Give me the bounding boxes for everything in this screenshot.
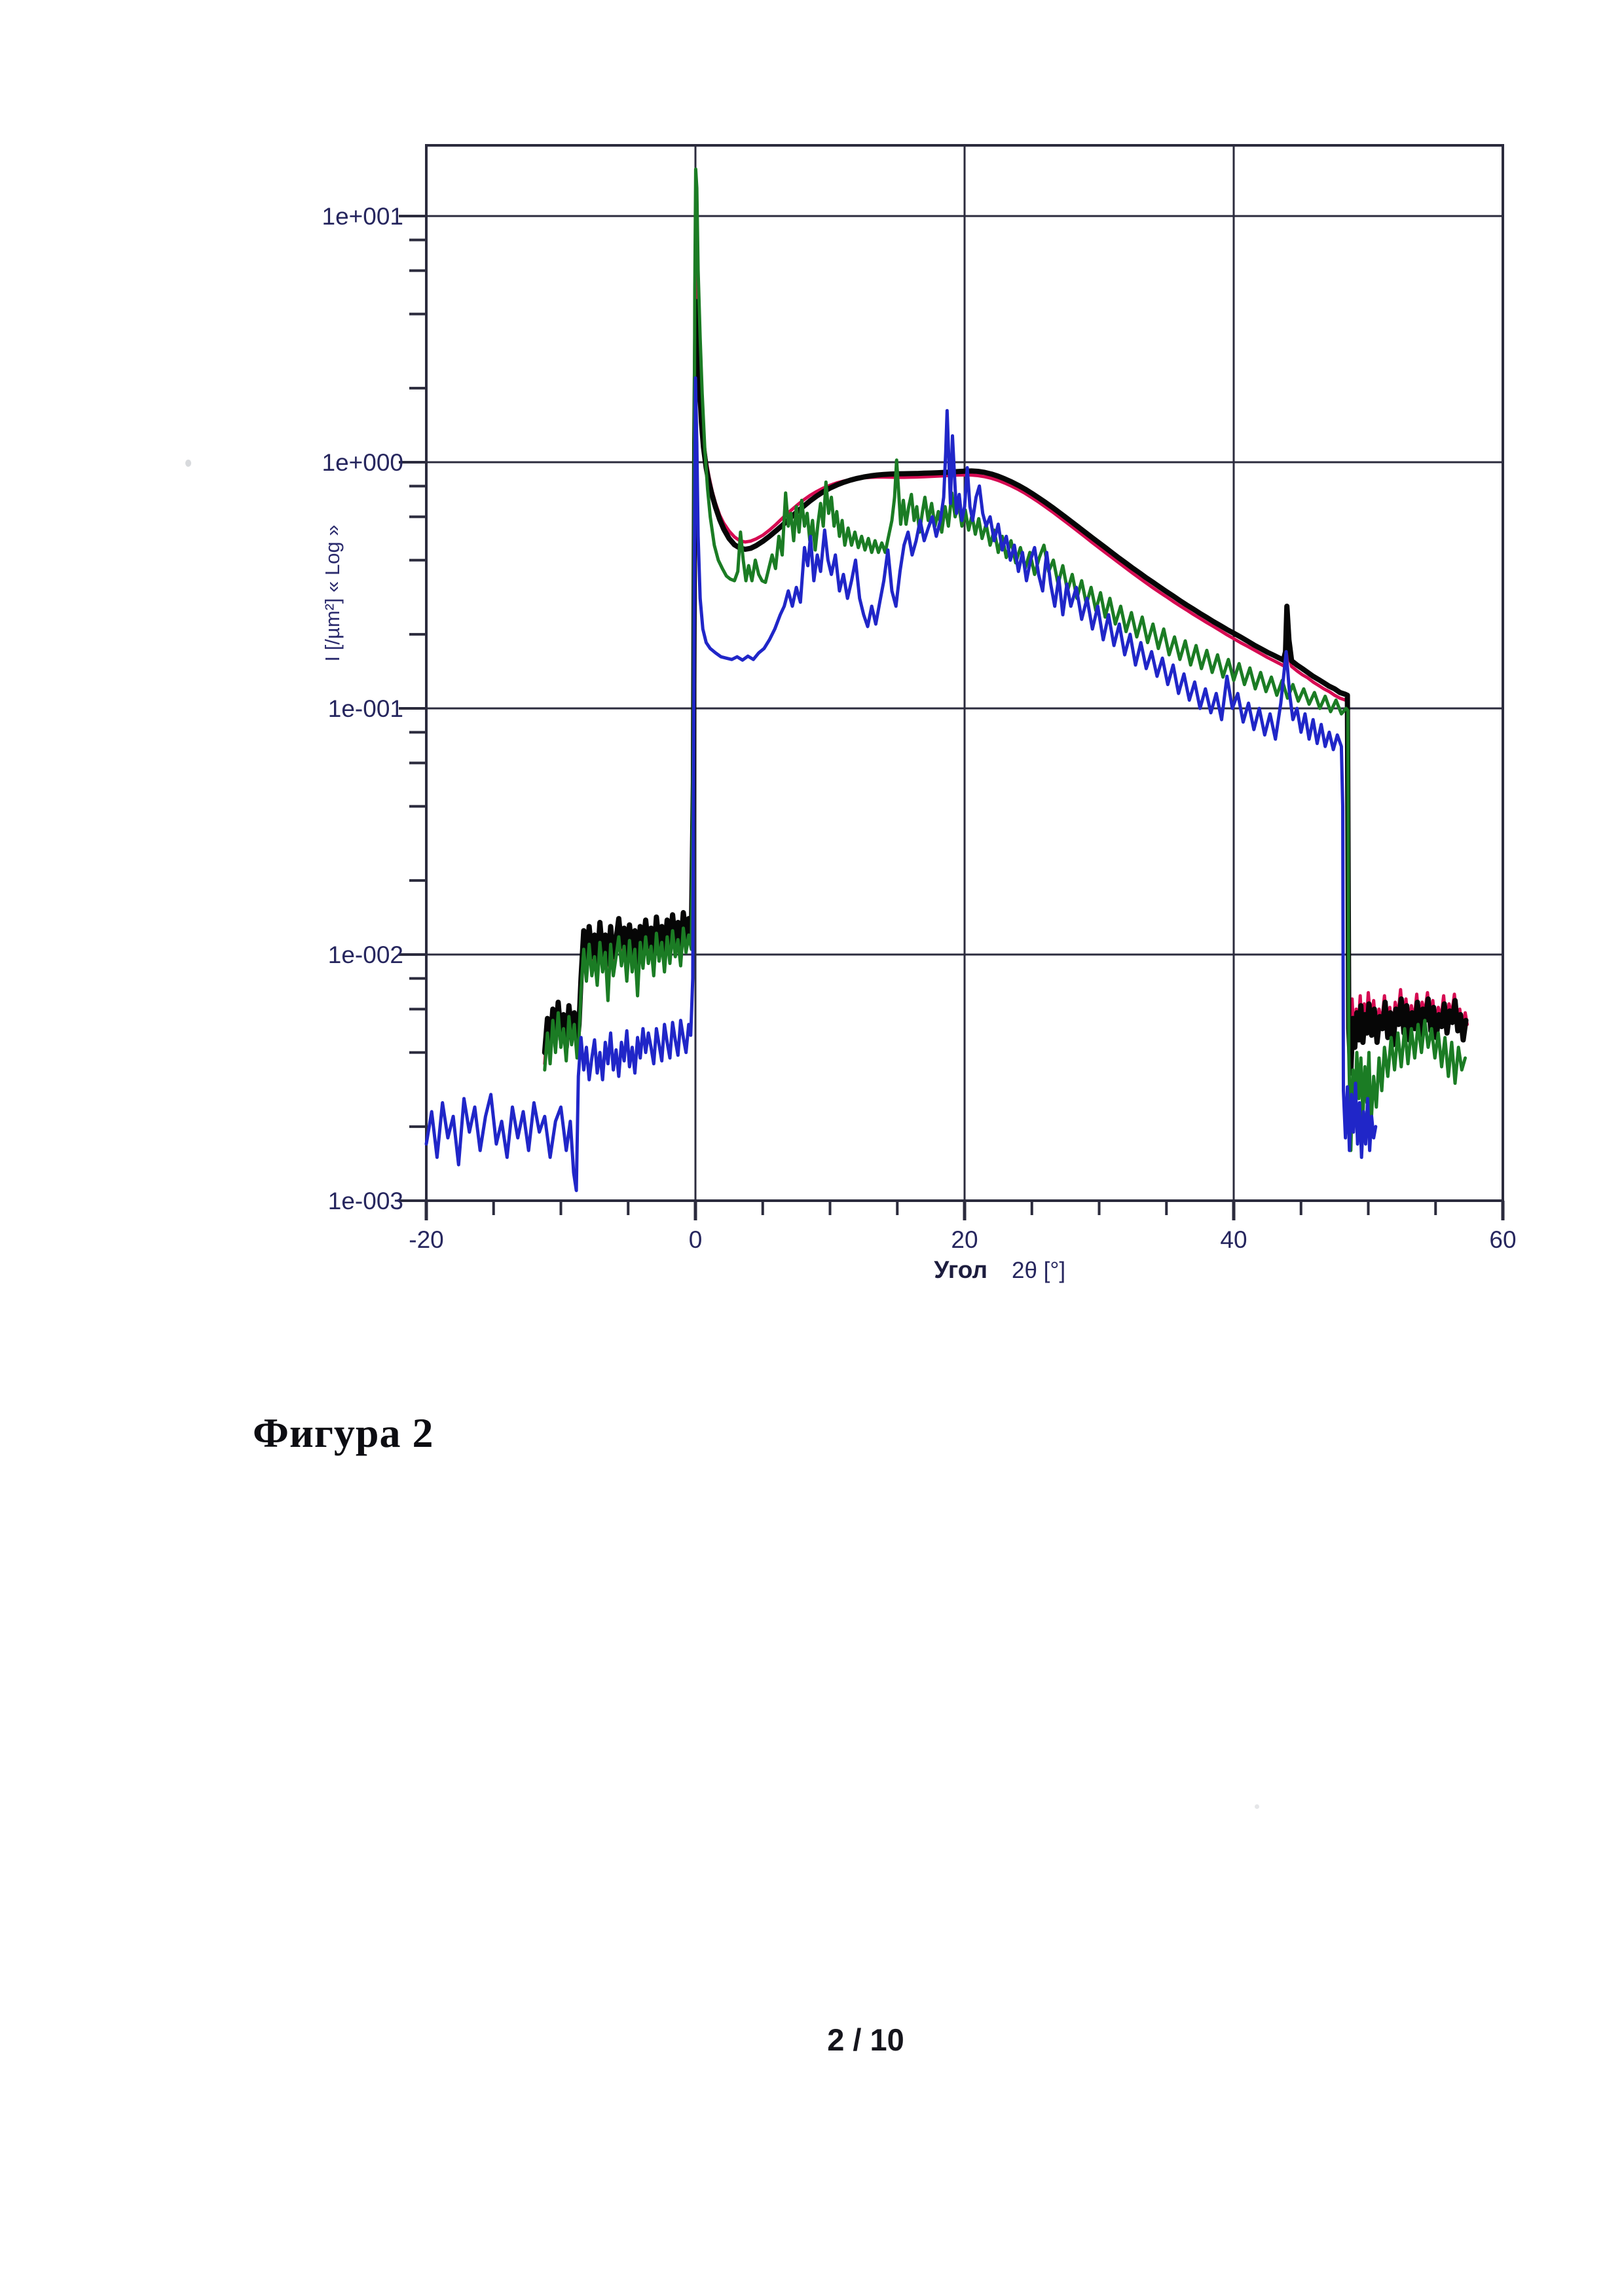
scan-speck [185,460,191,467]
x-tick-label-60: 60 [1489,1226,1516,1253]
x-tick-label-0: 0 [689,1226,703,1253]
page-number: 2 / 10 [827,2022,904,2057]
y-axis-title: I [/µm²] « Log » [321,524,344,661]
scan-speck [1255,1804,1259,1809]
x-axis-title: Угол 2θ [°] [934,1256,1065,1283]
x-axis-title-word: Угол [934,1256,987,1283]
x-tick-label-20: 20 [951,1226,978,1253]
x-tick-label-40: 40 [1220,1226,1247,1253]
x-tick-label--20: -20 [409,1226,443,1253]
y-tick-label-1e+000: 1e+000 [322,449,404,476]
series-sample-blue-curve [424,376,1378,1192]
chart-curves [424,167,1469,1192]
y-tick-label-1e+001: 1e+001 [322,203,404,230]
chart-grid [399,144,1505,1220]
y-tick-label-1e-003: 1e-003 [328,1188,403,1214]
series-sample-green-curve [543,167,1467,1152]
figure-caption: Фигура 2 [253,1410,434,1456]
y-axis-tick-labels: 1e+001 1e+000 1e-001 1e-002 1e-003 [322,203,404,1214]
y-tick-label-1e-001: 1e-001 [328,695,403,722]
xrd-chart: 1e+001 1e+000 1e-001 1e-002 1e-003 -20 0… [321,144,1517,1283]
series-sample-black-curve [542,299,1469,1076]
y-tick-label-1e-002: 1e-002 [328,941,403,968]
x-axis-title-symbol: 2θ [°] [1012,1258,1065,1283]
x-axis-tick-labels: -20 0 20 40 60 [409,1226,1516,1253]
